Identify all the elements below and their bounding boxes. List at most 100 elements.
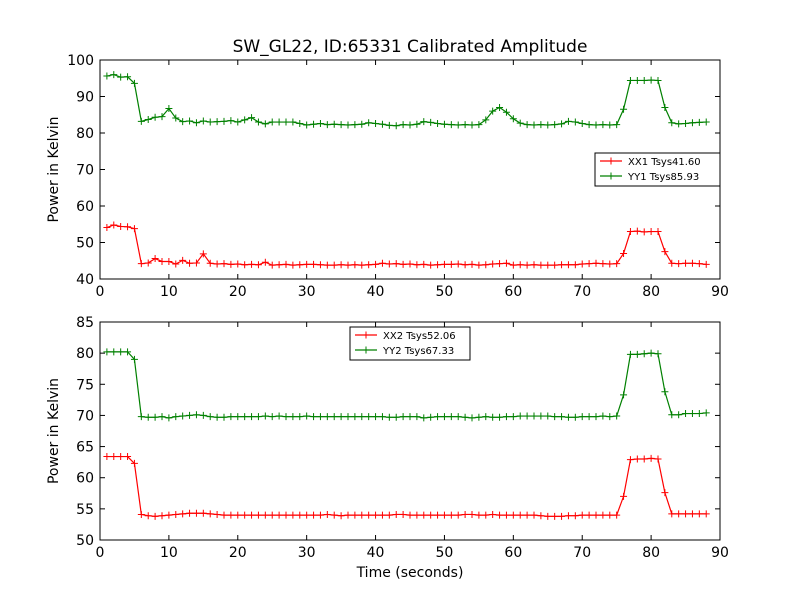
data-point-marker (654, 76, 662, 84)
data-point-marker (496, 260, 504, 268)
data-point-marker (103, 224, 111, 232)
data-point-marker (268, 413, 276, 421)
data-point-marker (640, 76, 648, 84)
data-point-marker (447, 413, 455, 421)
x-tick-label: 30 (298, 284, 316, 300)
data-point-marker (378, 511, 386, 519)
data-point-marker (124, 73, 132, 81)
data-point-marker (592, 259, 600, 267)
data-point-marker (103, 453, 111, 461)
data-point-marker (544, 412, 552, 420)
data-point-marker (330, 511, 338, 519)
data-point-marker (489, 260, 497, 268)
data-point-marker (303, 121, 311, 129)
data-point-marker (558, 512, 566, 520)
data-point-marker (330, 120, 338, 128)
data-point-marker (454, 260, 462, 268)
data-point-marker (461, 510, 469, 518)
data-point-marker (165, 105, 173, 113)
data-point-marker (640, 228, 648, 236)
legend-label: YY2 Tsys67.33 (382, 346, 454, 357)
data-point-marker (440, 511, 448, 519)
data-point-marker (351, 261, 359, 269)
data-point-marker (344, 121, 352, 129)
x-tick-label: 50 (436, 545, 454, 561)
data-point-marker (544, 261, 552, 269)
data-point-marker (468, 121, 476, 129)
data-point-marker (427, 118, 435, 126)
data-point-marker (668, 510, 676, 518)
x-tick-label: 10 (160, 545, 178, 561)
data-point-marker (234, 118, 242, 126)
data-point-marker (241, 116, 249, 124)
data-point-marker (413, 413, 421, 421)
data-point-marker (682, 120, 690, 128)
data-point-marker (392, 122, 400, 130)
legend-swatch-marker (607, 157, 615, 165)
data-point-marker (323, 510, 331, 518)
data-point-marker (261, 120, 269, 128)
data-point-marker (213, 260, 221, 268)
data-point-marker (647, 76, 655, 84)
data-point-marker (626, 76, 634, 84)
data-point-marker (372, 120, 380, 128)
data-point-marker (158, 113, 166, 121)
data-point-marker (702, 118, 710, 126)
data-point-marker (110, 221, 118, 229)
data-point-marker (585, 260, 593, 268)
data-point-marker (544, 512, 552, 520)
data-point-marker (530, 261, 538, 269)
data-point-marker (399, 413, 407, 421)
data-point-marker (316, 413, 324, 421)
data-point-marker (427, 413, 435, 421)
bottom-subplot: 0 10 20 30 40 50 60 70 80 90 50 55 60 65 70 75 80 85 Power… (46, 315, 729, 581)
data-point-marker (420, 260, 428, 268)
data-point-marker (661, 489, 669, 497)
data-point-marker (310, 120, 318, 128)
data-point-marker (316, 261, 324, 269)
data-point-marker (551, 512, 559, 520)
data-point-marker (310, 260, 318, 268)
data-point-marker (330, 413, 338, 421)
data-point-marker (434, 261, 442, 269)
data-point-marker (282, 260, 290, 268)
y-tick-label: 50 (76, 236, 94, 252)
data-point-marker (502, 259, 510, 267)
data-point-marker (192, 259, 200, 267)
data-point-marker (599, 121, 607, 129)
data-point-marker (296, 120, 304, 128)
data-point-marker (179, 412, 187, 420)
data-point-marker (165, 414, 173, 422)
data-point-marker (592, 511, 600, 519)
data-point-marker (254, 511, 262, 519)
data-point-marker (323, 261, 331, 269)
data-point-marker (241, 511, 249, 519)
data-point-marker (599, 412, 607, 420)
data-point-marker (620, 249, 628, 257)
data-point-marker (695, 410, 703, 418)
data-point-marker (351, 511, 359, 519)
data-point-marker (633, 227, 641, 235)
data-point-marker (385, 413, 393, 421)
legend-swatch-marker (607, 172, 615, 180)
top-subplot: 0 10 20 30 40 50 60 70 80 90 40 50 60 70 80 90 100 Power … (46, 53, 729, 300)
legend-label: YY1 Tsys85.93 (627, 172, 699, 183)
data-point-marker (447, 511, 455, 519)
data-point-marker (626, 456, 634, 464)
data-point-marker (275, 261, 283, 269)
y-tick-label: 85 (76, 315, 94, 331)
data-point-marker (578, 413, 586, 421)
data-point-marker (468, 510, 476, 518)
data-point-marker (558, 261, 566, 269)
x-tick-label: 0 (96, 545, 105, 561)
data-point-marker (199, 117, 207, 125)
data-point-marker (496, 511, 504, 519)
data-point-marker (688, 119, 696, 127)
data-point-marker (406, 260, 414, 268)
data-point-marker (578, 511, 586, 519)
data-point-marker (358, 261, 366, 269)
data-point-marker (337, 261, 345, 269)
data-point-marker (661, 388, 669, 396)
data-point-marker (351, 121, 359, 129)
